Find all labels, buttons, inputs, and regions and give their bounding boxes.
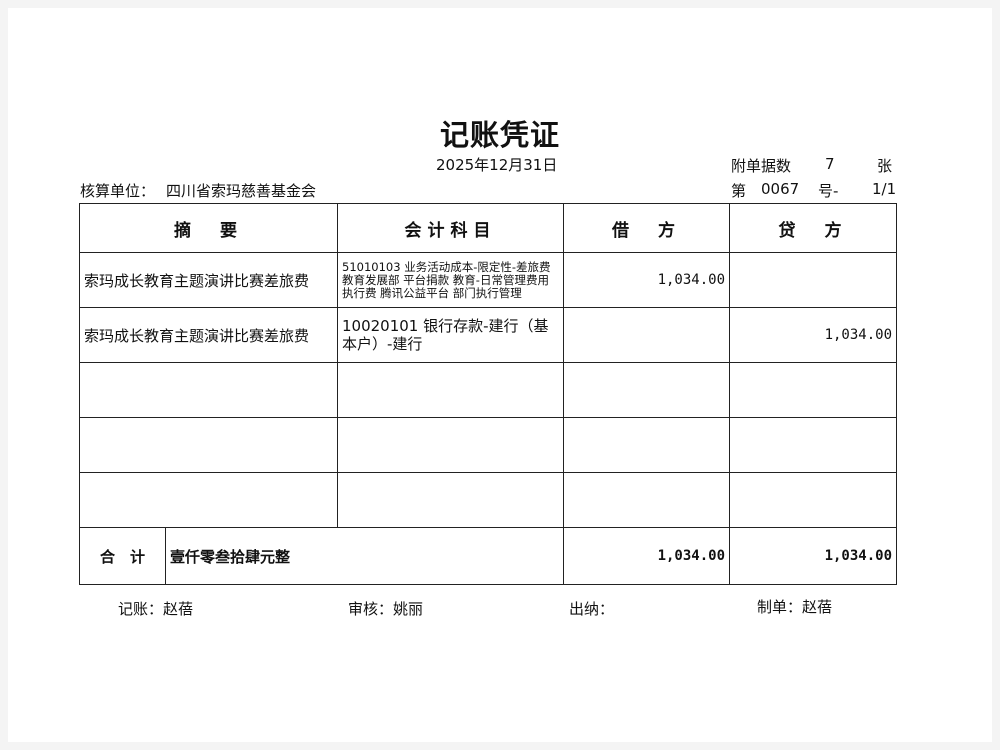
header-summary: 摘 要 (79, 203, 338, 253)
row-account (337, 417, 564, 473)
preparer: 制单：赵蓓 (757, 598, 833, 616)
total-debit: 1,034.00 (563, 527, 730, 585)
row-credit (729, 252, 897, 308)
cashier: 出纳： (569, 600, 615, 618)
row-summary (79, 362, 338, 418)
header-account: 会计科目 (337, 203, 564, 253)
total-amount-words: 壹仟零叁拾肆元整 (165, 527, 564, 585)
row-debit (563, 472, 730, 528)
row-debit: 1,034.00 (563, 252, 730, 308)
header-debit: 借 方 (563, 203, 730, 253)
attachments-label: 附单据数 (731, 157, 792, 175)
row-credit (729, 417, 897, 473)
row-summary (79, 417, 338, 473)
row-debit (563, 307, 730, 363)
voucher-suffix: 号- (818, 182, 839, 200)
table-row (79, 362, 897, 418)
row-summary: 索玛成长教育主题演讲比赛差旅费 (79, 307, 338, 363)
voucher-page-number: 1/1 (872, 180, 897, 198)
voucher-date: 2025年12月31日 (436, 156, 558, 174)
voucher-title: 记账凭证 (439, 118, 560, 152)
row-account: 51010103 业务活动成本-限定性-差旅费 教育发展部 平台捐款 教育-日常… (337, 252, 564, 308)
row-summary: 索玛成长教育主题演讲比赛差旅费 (79, 252, 338, 308)
table-header: 摘 要 会计科目 借 方 贷 方 (79, 203, 897, 253)
total-credit: 1,034.00 (729, 527, 897, 585)
row-summary (79, 472, 338, 528)
row-account (337, 472, 564, 528)
row-credit (729, 362, 897, 418)
row-account: 10020101 银行存款-建行（基本户）-建行 (337, 307, 564, 363)
attachments-unit: 张 (877, 157, 893, 175)
voucher-table: 摘 要 会计科目 借 方 贷 方 索玛成长教育主题演讲比赛差旅费 5101010… (79, 203, 897, 585)
voucher-prefix: 第 (731, 182, 747, 200)
total-label: 合 计 (79, 527, 166, 585)
table-row (79, 417, 897, 473)
row-credit: 1,034.00 (729, 307, 897, 363)
reviewer: 审核：姚丽 (348, 600, 424, 618)
table-row: 索玛成长教育主题演讲比赛差旅费 51010103 业务活动成本-限定性-差旅费 … (79, 252, 897, 308)
attachments-count: 7 (825, 155, 835, 173)
entity-label: 核算单位： (80, 182, 156, 200)
total-row: 合 计 壹仟零叁拾肆元整 1,034.00 1,034.00 (79, 527, 897, 585)
row-debit (563, 417, 730, 473)
table-row: 索玛成长教育主题演讲比赛差旅费 10020101 银行存款-建行（基本户）-建行… (79, 307, 897, 363)
row-credit (729, 472, 897, 528)
bookkeeper: 记账：赵蓓 (118, 600, 194, 618)
entity-name: 四川省索玛慈善基金会 (166, 182, 317, 200)
voucher-number: 0067 (761, 180, 800, 198)
row-debit (563, 362, 730, 418)
header-credit: 贷 方 (729, 203, 897, 253)
row-account (337, 362, 564, 418)
table-row (79, 472, 897, 528)
